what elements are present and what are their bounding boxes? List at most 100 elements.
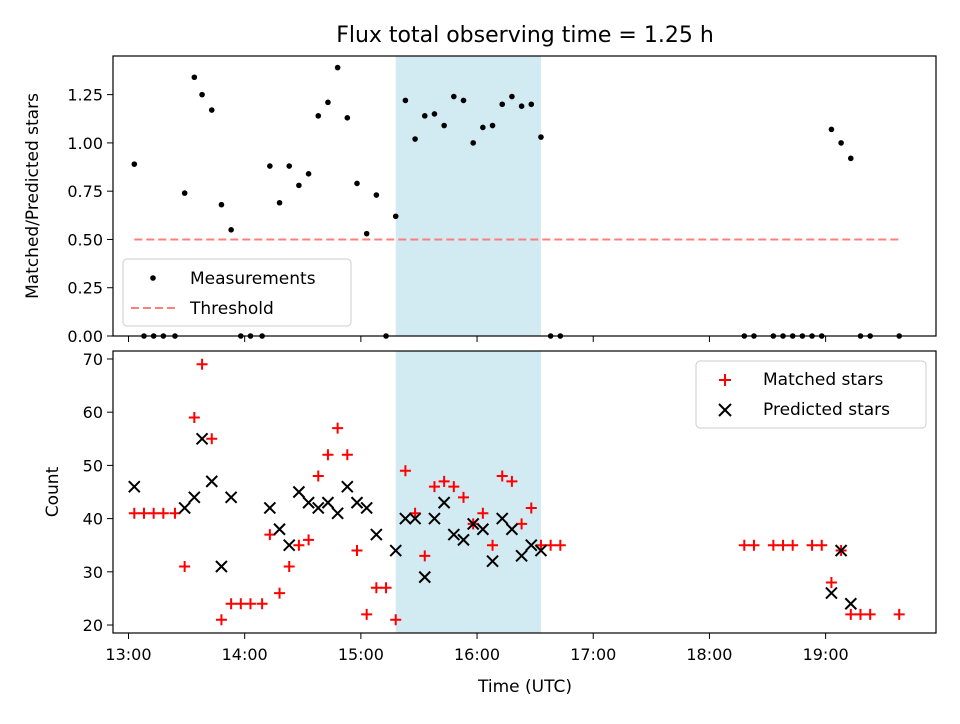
y-tick-label: 0.00: [67, 327, 103, 346]
matched-star-point: [816, 539, 828, 551]
matched-star-point: [148, 507, 160, 519]
predicted-star-point: [195, 432, 209, 445]
bottom-highlight-span: [395, 351, 541, 633]
measurement-point: [325, 99, 331, 106]
measurement-point: [402, 97, 409, 104]
measurement-point: [267, 163, 273, 169]
measurement-point: [131, 161, 138, 167]
matched-star-point: [506, 475, 518, 487]
measurement-point: [296, 182, 302, 189]
y-tick-label: 1.25: [67, 86, 103, 105]
top-plot-frame: [112, 55, 937, 337]
y-tick-label: 40: [83, 510, 103, 529]
y-tick-label: 0.75: [67, 182, 103, 201]
legend-predicted-label: Predicted stars: [763, 400, 890, 420]
x-tick-label: 14:00: [222, 645, 268, 664]
matched-star-point: [806, 539, 818, 551]
predicted-star-point: [428, 512, 441, 525]
measurement-point: [480, 124, 486, 131]
measurement-point: [489, 122, 496, 129]
matched-star-point: [361, 608, 373, 620]
bottom-panel: 20 30 40 50 60 70 13:00 14:00 15:00 16:00 17:00 18…: [43, 350, 937, 697]
matched-star-point: [264, 529, 276, 541]
predicted-star-point: [476, 523, 490, 536]
measurement-point: [847, 155, 854, 162]
matched-star-point: [854, 608, 866, 620]
predicted-star-point: [825, 586, 838, 600]
measurement-point: [373, 192, 380, 198]
measurement-point: [286, 163, 293, 169]
top-x-ticks: [127, 336, 827, 342]
predicted-star-point: [178, 501, 191, 515]
predicted-star-point: [312, 501, 325, 515]
matched-star-point: [516, 518, 528, 530]
matched-star-point: [244, 598, 256, 610]
matched-star-point: [293, 539, 305, 551]
matched-star-point: [169, 507, 181, 519]
measurement-point: [460, 97, 467, 104]
matched-star-point: [477, 507, 489, 519]
matched-star-point: [370, 582, 382, 594]
matched-star-point: [409, 507, 421, 519]
matched-star-point: [496, 470, 508, 482]
y-tick-label: 60: [83, 403, 103, 422]
y-tick-label: 0.50: [67, 230, 103, 249]
top-points: [131, 64, 903, 339]
predicted-star-point: [496, 512, 509, 525]
x-tick-label: 17:00: [570, 645, 616, 664]
predicted-star-point: [350, 496, 364, 509]
x-tick-label: 18:00: [686, 645, 732, 664]
matched-star-point: [845, 608, 857, 620]
y-tick-label: 70: [83, 350, 103, 369]
matched-star-point: [535, 539, 547, 551]
matched-star-point: [438, 475, 450, 487]
matched-star-point: [525, 502, 537, 514]
measurement-point: [421, 113, 428, 119]
matched-star-point: [458, 491, 470, 503]
top-highlight-span: [395, 56, 541, 336]
matched-star-point: [777, 539, 789, 551]
matched-star-point: [428, 481, 440, 493]
matched-star-point: [448, 481, 460, 493]
predicted-star-point: [437, 496, 451, 509]
y-tick-label: 20: [83, 616, 103, 635]
top-panel: 0.00 0.25 0.50 0.75 1.00 1.25 Matched/Predict…: [23, 55, 937, 346]
top-legend: Measurements Threshold: [122, 258, 352, 327]
matched-star-point: [787, 539, 799, 551]
matched-star-point: [157, 507, 169, 519]
x-axis-label: Time (UTC): [477, 677, 572, 697]
predicted-star-point: [389, 544, 402, 557]
x-tick-label: 19:00: [803, 645, 849, 664]
measurement-point: [392, 213, 399, 220]
matched-star-point: [825, 576, 837, 588]
measurement-point: [828, 126, 835, 133]
measurement-point: [334, 64, 341, 71]
predicted-star-point: [525, 539, 538, 552]
predicted-star-point: [418, 570, 431, 584]
legend-measurements-label: Measurements: [190, 269, 316, 289]
predicted-star-point: [205, 475, 218, 488]
matched-star-point: [283, 560, 295, 572]
matched-star-point: [128, 507, 140, 519]
predicted-star-point: [408, 512, 422, 525]
predicted-star-point: [341, 480, 354, 493]
predicted-star-point: [505, 523, 519, 536]
predicted-star-point: [534, 544, 548, 557]
measurement-point: [518, 103, 525, 110]
matched-star-point: [893, 608, 905, 620]
bottom-legend: Matched stars Predicted stars: [695, 360, 927, 429]
predicted-star-point: [128, 480, 141, 493]
measurement-point: [509, 93, 515, 100]
matched-star-point: [206, 433, 218, 445]
predicted-star-point: [292, 485, 306, 499]
measurement-point: [315, 113, 322, 119]
predicted-star-point: [399, 512, 412, 525]
matched-star-point: [399, 465, 411, 477]
y-tick-label: 1.00: [67, 134, 103, 153]
top-y-axis: 0.00 0.25 0.50 0.75 1.00 1.25: [67, 86, 113, 346]
matched-star-point: [332, 422, 344, 434]
predicted-star-point: [515, 549, 528, 563]
legend-matched-label: Matched stars: [763, 370, 883, 390]
matched-star-point: [138, 507, 150, 519]
